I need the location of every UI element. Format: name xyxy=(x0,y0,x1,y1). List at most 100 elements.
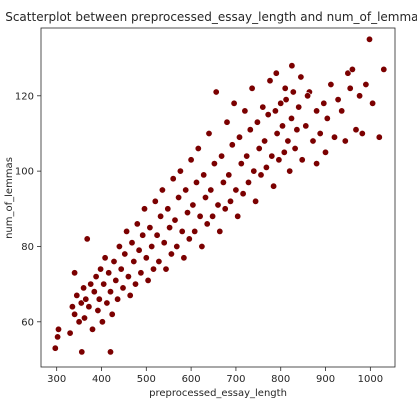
scatter-point xyxy=(191,227,199,235)
scatter-point xyxy=(100,280,108,288)
scatter-point xyxy=(139,231,147,239)
scatter-point xyxy=(236,133,244,141)
scatter-point xyxy=(358,130,366,138)
scatter-point xyxy=(272,69,280,77)
scatter-point xyxy=(166,224,174,232)
scatter-point xyxy=(348,65,356,73)
scatter-point xyxy=(210,160,218,168)
scatter-point xyxy=(259,103,267,111)
scatter-point xyxy=(107,348,115,356)
scatter-point xyxy=(146,224,154,232)
scatter-point xyxy=(114,295,122,303)
scatter-point xyxy=(252,197,260,205)
scatter-point xyxy=(250,167,258,175)
scatter-point xyxy=(51,344,59,352)
scatter-point xyxy=(270,182,278,190)
scatter-point xyxy=(112,276,120,284)
scatter-point xyxy=(313,107,321,115)
scatter-point xyxy=(90,288,98,296)
scatter-point xyxy=(246,126,254,134)
x-tick-label: 300 xyxy=(47,374,66,385)
scatter-point xyxy=(137,269,145,277)
scatter-point xyxy=(297,73,305,81)
scatter-point xyxy=(295,103,303,111)
x-axis-ticks: 300 400 500 600 700 800 900 1000 xyxy=(47,367,383,385)
scatter-point xyxy=(282,96,290,104)
scatter-point xyxy=(107,288,115,296)
scatter-point xyxy=(338,107,346,115)
chart-title: Scatterplot between preprocessed_essay_l… xyxy=(5,10,417,24)
scatter-point xyxy=(196,212,204,220)
scatter-point xyxy=(184,209,192,217)
scatter-point xyxy=(81,314,89,322)
scatter-point xyxy=(214,201,222,209)
scatter-point xyxy=(176,167,184,175)
scatter-point xyxy=(369,99,377,107)
y-tick-label: 100 xyxy=(15,167,34,178)
scatter-point xyxy=(255,145,263,153)
scatter-point xyxy=(80,284,88,292)
scatter-point xyxy=(356,92,364,100)
scatter-point xyxy=(277,99,285,107)
scatter-point xyxy=(87,280,95,288)
scatter-point xyxy=(89,325,97,333)
scatter-point xyxy=(144,276,152,284)
y-tick-label: 120 xyxy=(15,91,34,102)
y-axis-ticks: 60 80 100 120 xyxy=(15,91,41,328)
y-tick-label: 80 xyxy=(21,242,34,253)
scatter-point xyxy=(182,186,190,194)
x-tick-label: 1000 xyxy=(358,374,383,385)
scatter-point xyxy=(54,325,62,333)
scatter-point xyxy=(200,171,208,179)
scatter-point xyxy=(73,291,81,299)
scatter-point xyxy=(175,194,183,202)
scatter-point xyxy=(237,160,245,168)
scatter-point xyxy=(130,257,138,265)
scatter-point xyxy=(78,348,86,356)
scatter-point xyxy=(261,137,269,145)
scatter-point xyxy=(167,250,175,258)
scatter-point xyxy=(375,133,383,141)
scatter-point xyxy=(141,205,149,213)
plot-area xyxy=(40,27,396,368)
scatter-point xyxy=(234,212,242,220)
scatter-point xyxy=(281,84,289,92)
scatter-point xyxy=(280,148,288,156)
scatter-point xyxy=(85,303,93,311)
scatter-point xyxy=(323,114,331,122)
scatter-point xyxy=(334,96,342,104)
scatter-point xyxy=(262,163,270,171)
scatter-point xyxy=(362,81,370,89)
scatter-point xyxy=(207,186,215,194)
scatter-point xyxy=(291,145,299,153)
scatter-point xyxy=(150,265,158,273)
scatter-point xyxy=(287,114,295,122)
scatter-point xyxy=(71,269,79,277)
x-tick-label: 800 xyxy=(271,374,290,385)
scatter-point xyxy=(327,81,335,89)
scatter-point xyxy=(320,99,328,107)
scatter-point xyxy=(344,69,352,77)
scatter-point xyxy=(243,152,251,160)
scatter-point xyxy=(173,243,181,251)
scatter-point xyxy=(257,171,265,179)
scatter-point xyxy=(198,243,206,251)
scatter-point xyxy=(268,152,276,160)
scatter-point xyxy=(278,122,286,130)
scatter-point xyxy=(298,156,306,164)
scatter-point xyxy=(54,333,62,341)
scatter-point xyxy=(216,227,224,235)
scatter-point xyxy=(71,310,79,318)
x-axis-label: preprocessed_essay_length xyxy=(149,388,287,399)
scatter-point xyxy=(66,329,74,337)
scatter-point xyxy=(157,212,165,220)
scatter-point xyxy=(253,118,261,126)
scatter-point xyxy=(309,137,317,145)
scatter-point xyxy=(98,318,106,326)
scatter-point xyxy=(97,265,105,273)
scatter-point xyxy=(103,299,111,307)
scatter-point xyxy=(128,239,136,247)
scatter-point xyxy=(124,273,132,281)
scatter-point xyxy=(178,227,186,235)
scatter-point xyxy=(321,148,329,156)
